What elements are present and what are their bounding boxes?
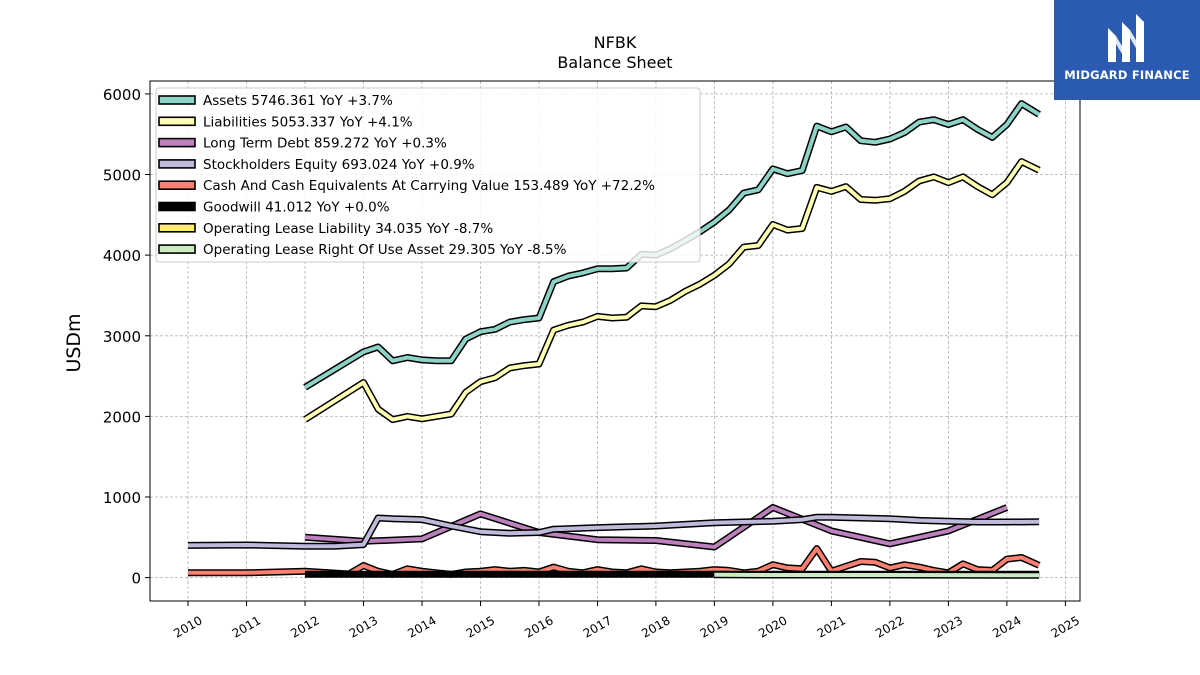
legend-item: Cash And Cash Equivalents At Carrying Va… — [158, 178, 655, 194]
x-tick-label: 2025 — [1049, 613, 1082, 640]
series-line — [303, 158, 1041, 424]
legend-swatch — [158, 244, 196, 254]
legend-label: Goodwill 41.012 YoY +0.0% — [203, 200, 390, 216]
legend-label: Operating Lease Liability 34.035 YoY -8.… — [203, 221, 493, 237]
x-tick-label: 2024 — [990, 613, 1023, 640]
y-tick-label: 0 — [131, 570, 141, 588]
legend-label: Stockholders Equity 693.024 YoY +0.9% — [203, 157, 475, 173]
x-tick-label: 2018 — [639, 613, 672, 640]
legend-swatch — [158, 159, 196, 169]
x-tick-label: 2020 — [756, 613, 789, 640]
y-tick-label: 3000 — [103, 328, 141, 346]
series-line — [714, 571, 1040, 579]
series-line-fill — [187, 515, 1040, 549]
legend-item: Stockholders Equity 693.024 YoY +0.9% — [158, 157, 475, 173]
legend-box — [155, 87, 701, 263]
series-line-fill — [304, 505, 1008, 549]
legend-swatch — [158, 201, 196, 212]
legend-label: Liabilities 5053.337 YoY +4.1% — [203, 114, 413, 130]
legend-label: Assets 5746.361 YoY +3.7% — [203, 93, 393, 109]
midgard-logo-icon — [1108, 14, 1144, 62]
chart-subtitle: Balance Sheet — [557, 53, 672, 72]
legend-item: Operating Lease Liability 34.035 YoY -8.… — [158, 221, 493, 237]
series-line-fill — [714, 572, 1040, 578]
y-tick-label: 2000 — [103, 408, 141, 426]
chart-title: NFBK — [594, 33, 637, 52]
x-tick-label: 2015 — [464, 613, 497, 640]
legend-item: Long Term Debt 859.272 YoY +0.3% — [158, 136, 447, 152]
x-tick-label: 2016 — [522, 613, 555, 640]
x-tick-label: 2022 — [873, 613, 906, 640]
x-tick-label: 2010 — [171, 613, 204, 640]
series-line — [188, 545, 1041, 578]
brand-logo: MIDGARD FINANCE — [1054, 0, 1200, 100]
x-tick-label: 2023 — [932, 613, 965, 640]
legend-label: Cash And Cash Equivalents At Carrying Va… — [203, 178, 655, 194]
x-tick-label: 2014 — [405, 613, 438, 640]
legend-swatch — [158, 95, 196, 105]
y-tick-label: 4000 — [103, 247, 141, 265]
x-tick-label: 2021 — [815, 613, 848, 640]
series-line — [187, 513, 1040, 550]
x-tick-label: 2013 — [347, 613, 380, 640]
y-tick-label: 6000 — [103, 86, 141, 104]
x-tick-label: 2019 — [698, 613, 731, 640]
x-tick-label: 2011 — [230, 613, 263, 640]
legend-item: Goodwill 41.012 YoY +0.0% — [158, 200, 390, 216]
y-axis-label: USDm — [63, 313, 85, 372]
y-tick-label: 5000 — [103, 167, 141, 185]
legend-label: Operating Lease Right Of Use Asset 29.30… — [203, 242, 567, 258]
legend-swatch — [158, 137, 196, 148]
legend-item: Assets 5746.361 YoY +3.7% — [158, 93, 393, 109]
series-line-fill — [303, 159, 1040, 422]
legend: Assets 5746.361 YoY +3.7% Liabilities 505… — [155, 87, 701, 263]
legend-item: Operating Lease Right Of Use Asset 29.30… — [158, 242, 567, 258]
legend-swatch — [158, 223, 196, 233]
x-tick-label: 2017 — [581, 613, 614, 640]
y-tick-label: 1000 — [103, 489, 141, 507]
brand-name: MIDGARD FINANCE — [1064, 68, 1190, 82]
legend-swatch — [158, 180, 196, 190]
plot-frame — [149, 80, 1081, 602]
legend-item: Liabilities 5053.337 YoY +4.1% — [158, 114, 413, 130]
legend-label: Long Term Debt 859.272 YoY +0.3% — [203, 136, 447, 152]
legend-swatch — [158, 116, 196, 127]
series-line-fill — [188, 546, 1040, 577]
series-line — [304, 504, 1009, 551]
x-tick-label: 2012 — [288, 613, 321, 640]
